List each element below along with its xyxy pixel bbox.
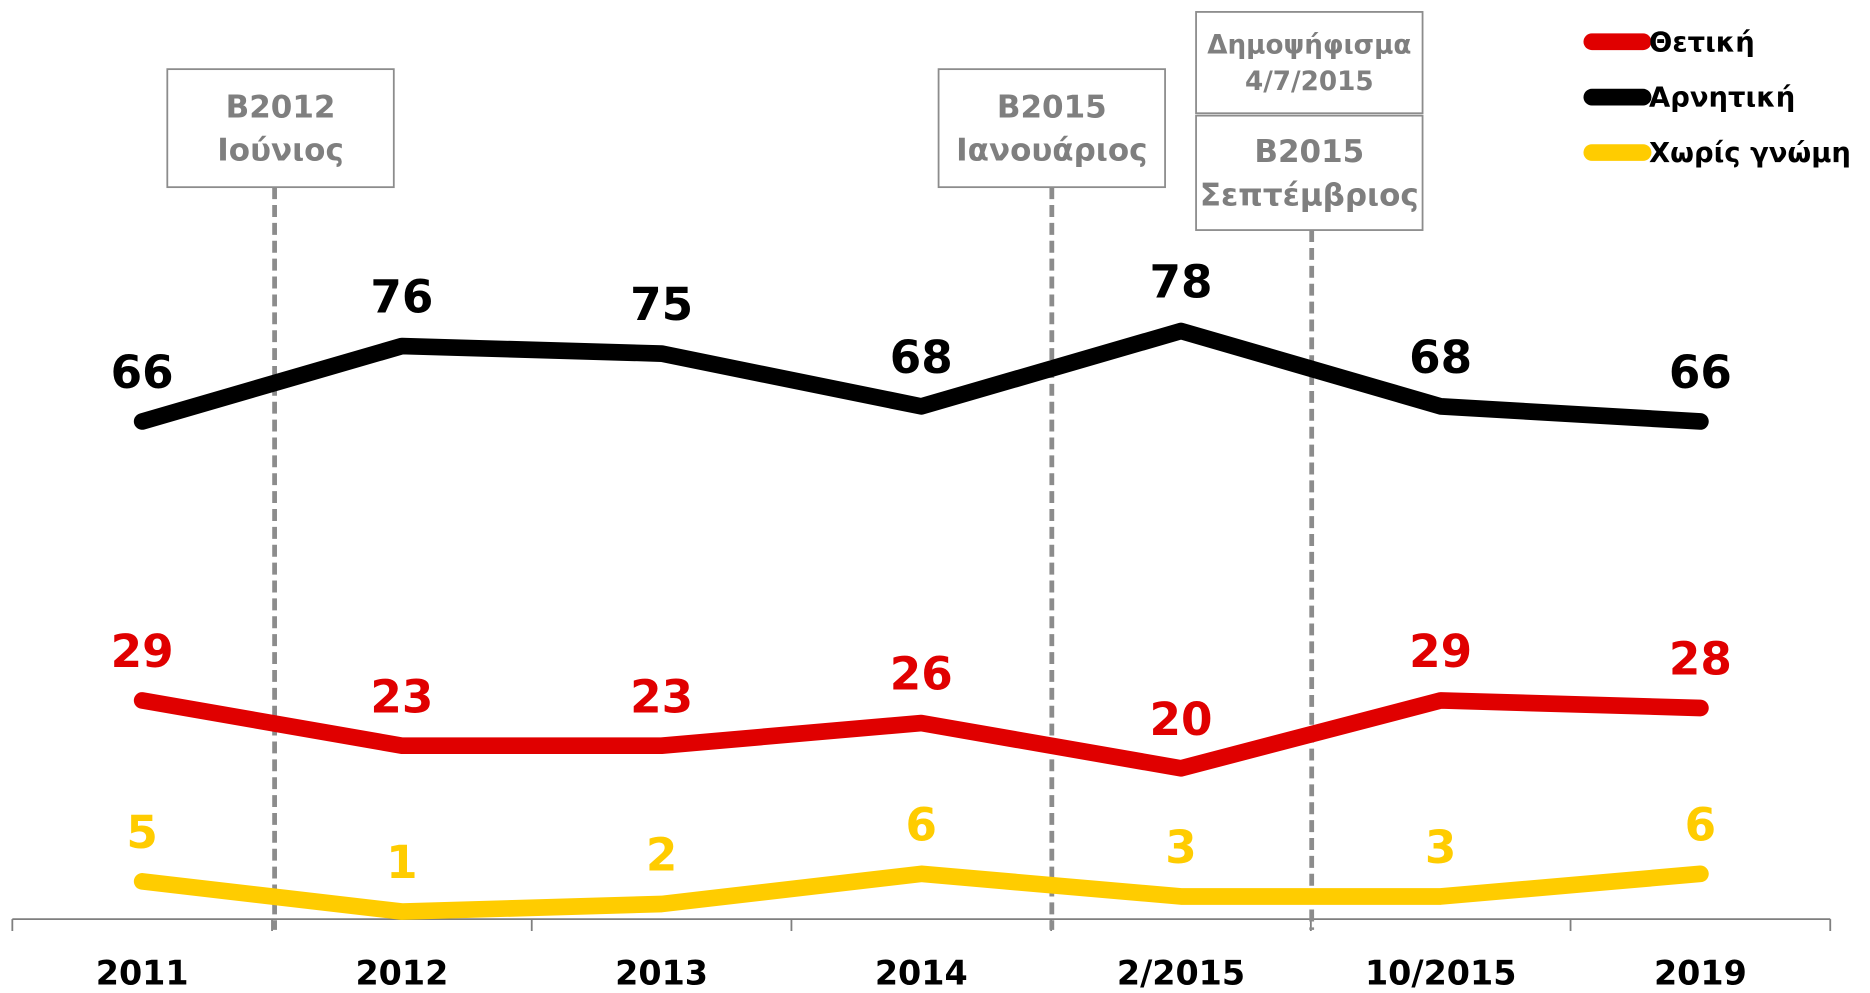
- data-label: 29: [1409, 625, 1472, 678]
- data-label: 76: [370, 271, 433, 324]
- x-tick-label: 2013: [615, 954, 708, 993]
- data-label: 29: [111, 625, 174, 678]
- data-label: 6: [906, 798, 938, 851]
- data-label: 1: [386, 836, 418, 889]
- data-label: 68: [1409, 331, 1472, 384]
- annotation-text: Δημοψήφισμα: [1207, 30, 1411, 60]
- data-label: 3: [1425, 821, 1457, 874]
- data-label: 6: [1685, 798, 1717, 851]
- data-label: 28: [1669, 633, 1732, 686]
- data-label: 75: [630, 278, 693, 331]
- data-label: 68: [890, 331, 953, 384]
- series-line: [133, 322, 1709, 430]
- series-line: [133, 692, 1709, 777]
- x-tick-label: 2014: [875, 954, 968, 993]
- annotation-text: Ιανουάριος: [956, 133, 1147, 169]
- x-tick-label: 2/2015: [1117, 954, 1245, 993]
- x-tick-label: 10/2015: [1365, 954, 1516, 993]
- data-label: 3: [1165, 821, 1197, 874]
- annotation-box: [937, 68, 1166, 189]
- annotation-box: [1195, 11, 1424, 115]
- data-label: 23: [370, 670, 433, 723]
- annotation-text: Ιούνιος: [217, 133, 344, 169]
- legend-label: Χωρίς γνώμη: [1649, 138, 1851, 169]
- data-label: 20: [1149, 693, 1212, 746]
- annotation-box: [1195, 114, 1424, 231]
- data-label: 66: [1669, 346, 1732, 399]
- data-label: 26: [890, 648, 953, 701]
- data-label: 2: [646, 829, 678, 882]
- annotation-text: B2012: [226, 89, 336, 125]
- legend-label: Αρνητική: [1649, 83, 1795, 114]
- x-tick-label: 2019: [1654, 954, 1747, 993]
- annotation-text: Σεπτέμβριος: [1200, 177, 1419, 213]
- data-label: 5: [126, 806, 158, 859]
- data-label: 78: [1149, 256, 1212, 309]
- data-label: 23: [630, 670, 693, 723]
- data-label: 66: [111, 346, 174, 399]
- annotation-text: B2015: [1254, 134, 1364, 170]
- x-tick-label: 2011: [96, 954, 189, 993]
- x-tick-label: 2012: [355, 954, 448, 993]
- legend-label: Θετική: [1649, 27, 1755, 58]
- annotation-text: 4/7/2015: [1245, 67, 1374, 97]
- series-line: [133, 865, 1709, 920]
- annotation-box: [166, 68, 395, 189]
- annotation-text: B2015: [997, 89, 1107, 125]
